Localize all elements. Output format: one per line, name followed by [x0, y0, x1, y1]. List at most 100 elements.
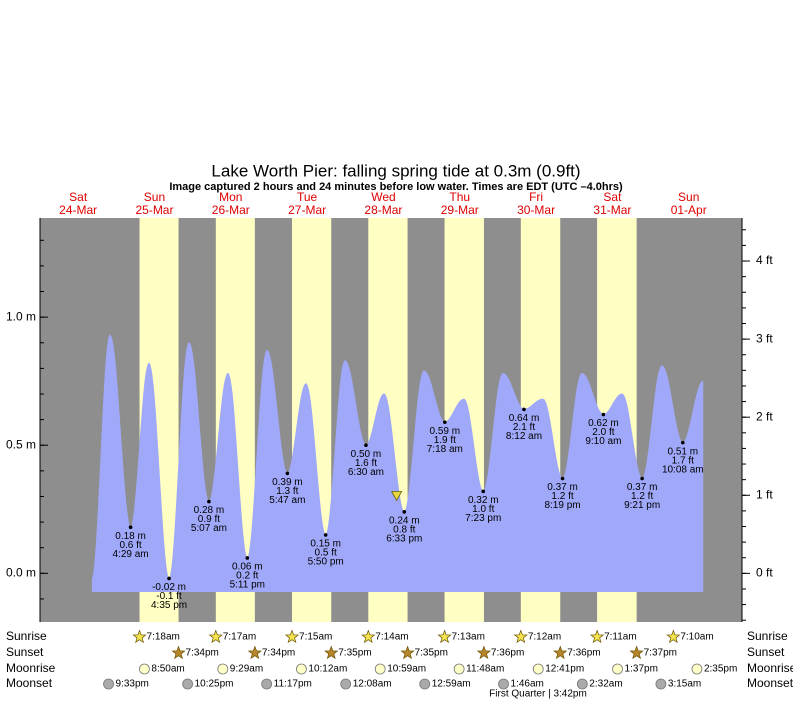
low-tide-time: 7:23 pm: [465, 513, 501, 524]
low-tide-time: 8:19 pm: [544, 500, 580, 511]
low-tide-time: 9:10 am: [585, 436, 621, 447]
chart-subtitle: Image captured 2 hours and 24 minutes be…: [169, 181, 623, 193]
x-tick-label: Tue: [297, 190, 318, 204]
event-time: 9:33pm: [116, 679, 149, 690]
moonrise-icon: [612, 663, 623, 675]
row-label: Moonset: [6, 676, 53, 690]
x-tick-label: Mon: [219, 190, 242, 204]
moonset-icon: [576, 678, 588, 690]
x-tick-date: 27-Mar: [288, 203, 326, 217]
sunrise-icon: [132, 629, 147, 644]
event-time: 7:34pm: [186, 648, 219, 659]
event-time: 7:18am: [147, 632, 180, 643]
event-time: 7:10am: [680, 632, 713, 643]
low-tide-height: 0.18 m: [115, 531, 146, 542]
sunset-icon: [553, 645, 568, 660]
x-tick-label: Fri: [529, 190, 543, 204]
event-time: 2:35pm: [704, 664, 737, 675]
x-tick-label: Sat: [603, 190, 622, 204]
low-tide-dot: [402, 510, 407, 514]
low-tide-feet: 0.8 ft: [393, 524, 415, 535]
low-tide-feet: 0.6 ft: [119, 540, 141, 551]
x-tick-date: 24-Mar: [59, 203, 97, 217]
sunset-icon: [324, 645, 339, 660]
low-tide-time: 5:07 am: [191, 523, 227, 534]
low-tide-height: 0.15 m: [310, 539, 341, 550]
event-time: 11:48am: [466, 664, 504, 675]
x-tick-label: Sun: [678, 190, 699, 204]
moonrise-icon: [139, 663, 150, 675]
low-tide-time: 10:08 am: [662, 464, 704, 475]
event-time: 7:12am: [528, 632, 561, 643]
x-tick-date: 01-Apr: [671, 203, 707, 217]
event-time: 7:35pm: [338, 648, 371, 659]
x-tick-label: Thu: [449, 190, 470, 204]
low-tide-dot: [128, 525, 133, 530]
event-time: 7:11am: [604, 632, 637, 643]
low-tide-time: 9:21 pm: [624, 500, 660, 511]
low-tide-feet: 0.5 ft: [315, 548, 337, 559]
event-time: 7:36pm: [491, 648, 524, 659]
low-tide-dot: [285, 471, 290, 476]
low-tide-height: 0.37 m: [547, 482, 578, 493]
event-time: 1:37pm: [625, 664, 658, 675]
row-label: Moonrise: [747, 661, 793, 675]
moonset-icon: [103, 678, 114, 690]
low-tide-dot: [522, 407, 526, 412]
low-tide-height: 0.06 m: [232, 562, 263, 573]
row-label: Sunset: [747, 645, 785, 659]
low-tide-height: -0.02 m: [152, 582, 186, 593]
low-tide-dot: [601, 412, 606, 417]
low-tide-dot: [323, 533, 328, 537]
row-label: Moonset: [747, 676, 793, 690]
y-tick-label: 1.0 m: [6, 309, 36, 323]
event-time: 12:59am: [432, 679, 471, 690]
sunrise-icon: [437, 629, 452, 644]
low-tide-feet: 1.0 ft: [472, 504, 494, 515]
low-tide-height: 0.37 m: [627, 482, 658, 493]
moonrise-icon: [453, 663, 465, 675]
y-tick-label: 0.0 m: [6, 565, 36, 579]
row-label: Moonrise: [6, 661, 56, 675]
event-time: 10:12am: [308, 664, 347, 675]
row-label: Sunrise: [747, 629, 788, 643]
low-tide-feet: 1.7 ft: [672, 455, 694, 466]
low-tide-dot: [640, 476, 644, 481]
moonset-icon: [340, 678, 352, 690]
sunrise-icon: [513, 629, 528, 644]
moonrise-icon: [691, 663, 703, 675]
moonset-icon: [655, 678, 667, 690]
tide-fill: [91, 335, 704, 592]
low-tide-dot: [207, 499, 211, 504]
x-tick-date: 30-Mar: [517, 203, 555, 217]
moonset-icon: [182, 678, 194, 690]
event-time: 11:17pm: [274, 679, 312, 690]
low-tide-dot: [560, 476, 565, 481]
event-time: 7:17am: [223, 632, 256, 643]
moonrise-icon: [217, 663, 229, 675]
event-time: 9:29am: [230, 664, 263, 675]
low-tide-time: 5:11 pm: [230, 580, 265, 591]
moonset-icon: [261, 678, 273, 690]
low-tide-dot: [167, 576, 171, 581]
low-tide-height: 0.28 m: [194, 505, 225, 516]
low-tide-feet: 0.9 ft: [198, 514, 220, 525]
event-time: 7:36pm: [567, 648, 600, 659]
current-level-marker: [390, 491, 403, 502]
low-tide-dot: [443, 420, 447, 424]
moonset-icon: [498, 678, 509, 690]
x-tick-label: Sat: [69, 190, 88, 204]
low-tide-height: 0.59 m: [430, 426, 461, 437]
low-tide-feet: 1.2 ft: [551, 491, 573, 502]
row-label: Sunrise: [6, 629, 47, 643]
low-tide-feet: 0.2 ft: [236, 571, 258, 582]
low-tide-feet: 1.6 ft: [355, 458, 377, 469]
low-tide-feet: 1.3 ft: [276, 486, 298, 497]
event-time: 7:37pm: [644, 648, 677, 659]
low-tide-time: 6:33 pm: [386, 533, 422, 544]
y2-tick-label: 3 ft: [756, 331, 773, 345]
moon-phase: First Quarter | 3:42pm: [489, 689, 587, 700]
event-time: 10:59am: [387, 664, 426, 675]
x-tick-date: 29-Mar: [441, 203, 479, 217]
